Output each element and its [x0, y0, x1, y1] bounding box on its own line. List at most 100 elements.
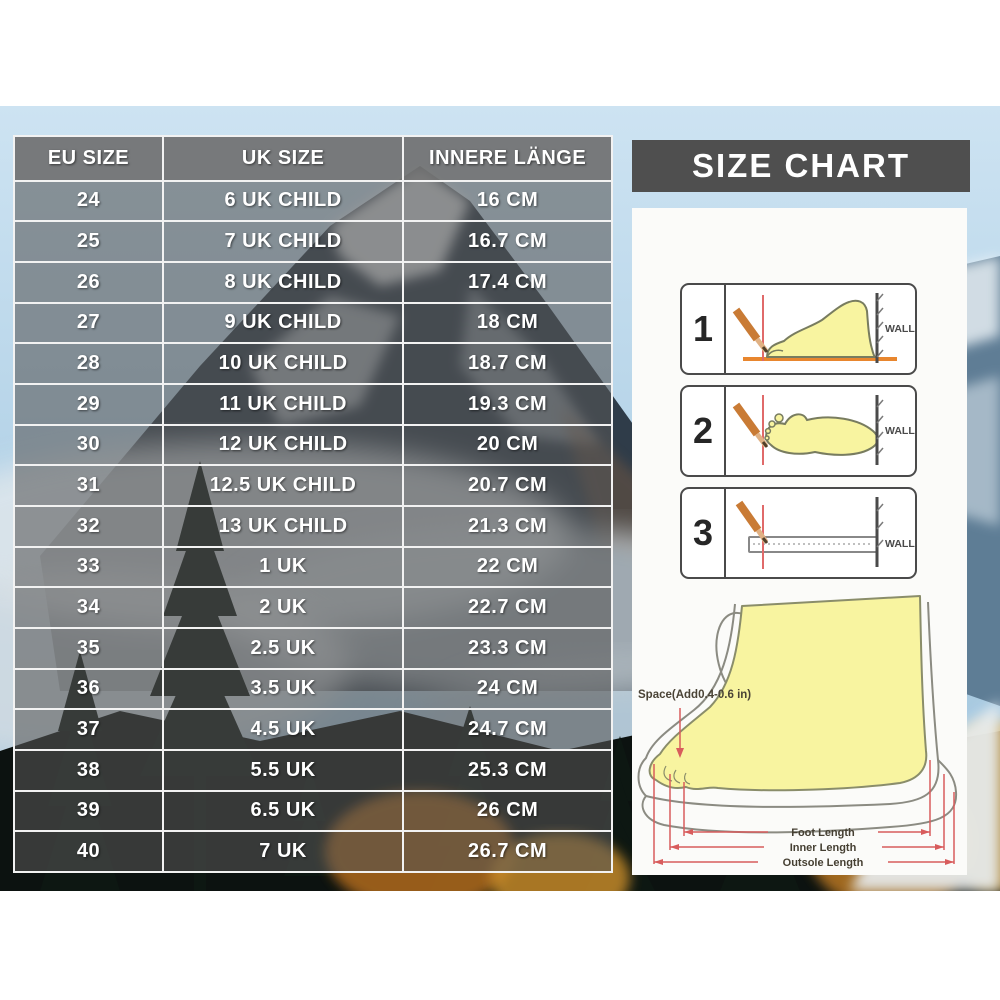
- size-chart-title-box: SIZE CHART: [632, 140, 970, 192]
- table-cell: 8 UK CHILD: [164, 262, 405, 302]
- table-cell: 18.7 CM: [404, 344, 611, 383]
- table-cell: 25: [15, 222, 164, 261]
- table-cell: 2.5 UK: [164, 628, 405, 668]
- table-cell: 22.7 CM: [404, 588, 611, 627]
- size-table-header: EU SIZE UK SIZE INNERE LÄNGE: [15, 137, 611, 182]
- wall-label: WALL: [885, 538, 915, 550]
- table-cell: 36: [15, 669, 164, 709]
- wall-icon: [875, 293, 884, 363]
- step-3: 3 WALL: [680, 487, 917, 579]
- step-1-diagram: WALL: [732, 293, 915, 363]
- column-header: EU SIZE: [15, 137, 164, 180]
- table-cell: 24.7 CM: [404, 710, 611, 749]
- table-cell: 37: [15, 710, 164, 749]
- table-cell: 31: [15, 466, 164, 505]
- table-row: 29 11 UK CHILD 19.3 CM: [15, 384, 611, 426]
- table-cell: 26: [15, 262, 164, 302]
- column-header: UK SIZE: [164, 137, 405, 180]
- step-2-diagram: WALL: [732, 395, 915, 465]
- table-row: 32 13 UK CHILD 21.3 CM: [15, 506, 611, 548]
- foot-icon: [648, 595, 928, 792]
- pencil-icon: [732, 402, 769, 448]
- table-cell: 10 UK CHILD: [164, 344, 405, 383]
- table-cell: 2 UK: [164, 588, 405, 627]
- table-cell: 30: [15, 425, 164, 465]
- table-cell: 29: [15, 384, 164, 424]
- table-cell: 35: [15, 628, 164, 668]
- step-1-number: 1: [682, 285, 726, 373]
- table-cell: 26 CM: [404, 791, 611, 831]
- table-row: 24 6 UK CHILD 16 CM: [15, 181, 611, 223]
- table-row: 33 1 UK 22 CM: [15, 547, 611, 589]
- table-row: 30 12 UK CHILD 20 CM: [15, 425, 611, 467]
- table-cell: 1 UK: [164, 547, 405, 587]
- wall-icon: [875, 395, 884, 465]
- foot-side-icon: [766, 299, 876, 358]
- step-2: 2 W: [680, 385, 917, 477]
- foot-measurement-diagram: Space(Add0.4-0.6 in) Foot Length Inner L…: [637, 595, 958, 869]
- column-header: INNERE LÄNGE: [404, 137, 611, 180]
- table-cell: 20.7 CM: [404, 466, 611, 505]
- table-cell: 4.5 UK: [164, 710, 405, 749]
- table-row: 38 5.5 UK 25.3 CM: [15, 750, 611, 792]
- table-cell: 16.7 CM: [404, 222, 611, 261]
- table-row: 34 2 UK 22.7 CM: [15, 588, 611, 629]
- table-row: 25 7 UK CHILD 16.7 CM: [15, 222, 611, 263]
- table-row: 26 8 UK CHILD 17.4 CM: [15, 262, 611, 304]
- inner-length-label: Inner Length: [790, 842, 857, 854]
- dimension-arrows-icon: [654, 748, 954, 865]
- table-cell: 20 CM: [404, 425, 611, 465]
- pencil-icon: [732, 307, 769, 353]
- table-row: 36 3.5 UK 24 CM: [15, 669, 611, 711]
- table-cell: 22 CM: [404, 547, 611, 587]
- step-2-number: 2: [682, 387, 726, 475]
- step-1: 1 WALL: [680, 283, 917, 375]
- table-cell: 24: [15, 181, 164, 221]
- size-table-body: 24 6 UK CHILD 16 CM 25 7 UK CHILD 16.7 CM 26 8 …: [15, 181, 611, 871]
- table-cell: 39: [15, 791, 164, 831]
- table-row: 35 2.5 UK 23.3 CM: [15, 628, 611, 670]
- measuring-panel: 1 WALL: [632, 208, 967, 875]
- toes-icon: [764, 413, 784, 441]
- table-cell: 12 UK CHILD: [164, 425, 405, 465]
- table-cell: 33: [15, 547, 164, 587]
- table-cell: 13 UK CHILD: [164, 506, 405, 546]
- foot-length-label: Foot Length: [791, 827, 855, 839]
- outsole-length-label: Outsole Length: [783, 857, 864, 869]
- table-cell: 6.5 UK: [164, 791, 405, 831]
- table-cell: 17.4 CM: [404, 262, 611, 302]
- table-cell: 7 UK: [164, 832, 405, 871]
- table-cell: 40: [15, 832, 164, 871]
- pencil-icon: [735, 500, 769, 544]
- table-row: 31 12.5 UK CHILD 20.7 CM: [15, 466, 611, 507]
- table-row: 27 9 UK CHILD 18 CM: [15, 303, 611, 345]
- step-3-diagram: WALL: [735, 497, 915, 569]
- table-row: 28 10 UK CHILD 18.7 CM: [15, 344, 611, 385]
- table-cell: 5.5 UK: [164, 750, 405, 790]
- table-cell: 18 CM: [404, 303, 611, 343]
- table-cell: 21.3 CM: [404, 506, 611, 546]
- size-table: EU SIZE UK SIZE INNERE LÄNGE 24 6 UK CHILD 1…: [13, 135, 613, 873]
- step-3-number: 3: [682, 489, 726, 577]
- table-row: 39 6.5 UK 26 CM: [15, 791, 611, 833]
- table-cell: 24 CM: [404, 669, 611, 709]
- dimension-lines-icon: [653, 708, 955, 864]
- wall-icon: [875, 497, 884, 567]
- table-cell: 7 UK CHILD: [164, 222, 405, 261]
- table-cell: 3.5 UK: [164, 669, 405, 709]
- table-cell: 28: [15, 344, 164, 383]
- table-cell: 25.3 CM: [404, 750, 611, 790]
- table-cell: 23.3 CM: [404, 628, 611, 668]
- size-chart-title: SIZE CHART: [692, 147, 910, 184]
- table-cell: 38: [15, 750, 164, 790]
- table-cell: 27: [15, 303, 164, 343]
- table-cell: 6 UK CHILD: [164, 181, 405, 221]
- space-label: Space(Add0.4-0.6 in): [638, 689, 751, 701]
- table-cell: 11 UK CHILD: [164, 384, 405, 424]
- toe-detail-icon: [766, 349, 784, 358]
- table-row: 37 4.5 UK 24.7 CM: [15, 710, 611, 751]
- table-cell: 12.5 UK CHILD: [164, 466, 405, 505]
- table-cell: 26.7 CM: [404, 832, 611, 871]
- table-cell: 9 UK CHILD: [164, 303, 405, 343]
